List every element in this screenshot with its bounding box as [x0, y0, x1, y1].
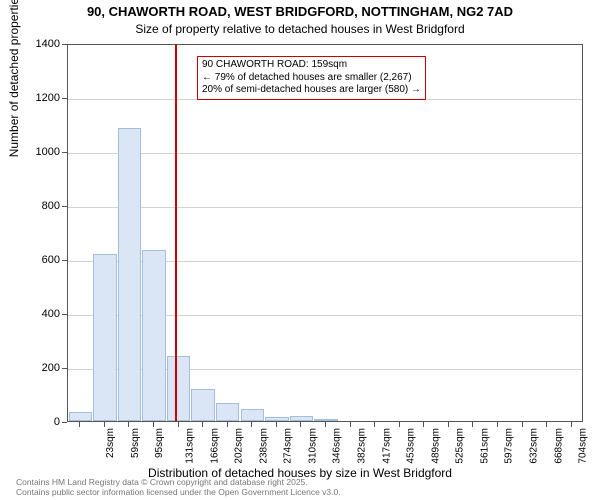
x-tick-mark	[374, 422, 375, 427]
histogram-bar	[142, 250, 165, 421]
x-tick-mark	[325, 422, 326, 427]
chart-subtitle: Size of property relative to detached ho…	[0, 22, 600, 36]
marker-line	[175, 45, 177, 421]
x-tick-label: 310sqm	[307, 428, 318, 464]
histogram-bar	[167, 356, 190, 421]
x-tick-mark	[276, 422, 277, 427]
histogram-bar	[265, 417, 288, 421]
x-tick-mark	[472, 422, 473, 427]
x-tick-mark	[399, 422, 400, 427]
histogram-bar	[191, 389, 214, 421]
x-tick-mark	[227, 422, 228, 427]
x-tick-label: 704sqm	[578, 428, 589, 464]
plot-area: 90 CHAWORTH ROAD: 159sqm ← 79% of detach…	[67, 44, 583, 422]
y-tick-label: 800	[42, 200, 60, 212]
x-tick-label: 561sqm	[479, 428, 490, 464]
histogram-bar	[69, 412, 92, 421]
x-tick-label: 668sqm	[553, 428, 564, 464]
footer-line2: Contains public sector information licen…	[16, 488, 341, 498]
x-tick-label: 597sqm	[504, 428, 515, 464]
x-tick-label: 382sqm	[357, 428, 368, 464]
chart-title: 90, CHAWORTH ROAD, WEST BRIDGFORD, NOTTI…	[0, 4, 600, 19]
x-tick-mark	[251, 422, 252, 427]
annotation-line2: ← 79% of detached houses are smaller (2,…	[202, 72, 421, 85]
footer-attribution: Contains HM Land Registry data © Crown c…	[16, 478, 341, 498]
x-tick-label: 525sqm	[455, 428, 466, 464]
x-tick-mark	[423, 422, 424, 427]
x-tick-mark	[153, 422, 154, 427]
annotation-line3: 20% of semi-detached houses are larger (…	[202, 84, 421, 97]
y-tick-label: 1200	[36, 92, 60, 104]
y-tick-label: 200	[42, 362, 60, 374]
x-tick-label: 453sqm	[406, 428, 417, 464]
histogram-bar	[216, 403, 239, 421]
y-tick-label: 0	[54, 416, 60, 428]
x-tick-label: 23sqm	[105, 428, 116, 458]
x-tick-label: 238sqm	[258, 428, 269, 464]
x-tick-mark	[522, 422, 523, 427]
histogram-bar	[93, 254, 116, 421]
x-tick-label: 59sqm	[130, 428, 141, 458]
histogram-bar	[241, 409, 264, 421]
x-tick-mark	[448, 422, 449, 427]
x-tick-mark	[104, 422, 105, 427]
x-tick-mark	[202, 422, 203, 427]
annotation-box: 90 CHAWORTH ROAD: 159sqm ← 79% of detach…	[197, 56, 426, 100]
x-tick-mark	[497, 422, 498, 427]
y-tick-label: 1400	[36, 38, 60, 50]
x-tick-mark	[178, 422, 179, 427]
x-tick-label: 131sqm	[185, 428, 196, 464]
x-tick-mark	[300, 422, 301, 427]
histogram-bar	[314, 419, 337, 421]
x-tick-label: 166sqm	[209, 428, 220, 464]
y-tick-label: 600	[42, 254, 60, 266]
x-tick-label: 489sqm	[430, 428, 441, 464]
x-tick-mark	[571, 422, 572, 427]
y-tick-label: 400	[42, 308, 60, 320]
x-tick-mark	[79, 422, 80, 427]
y-tick-label: 1000	[36, 146, 60, 158]
x-tick-label: 202sqm	[234, 428, 245, 464]
y-tick-mark	[62, 422, 67, 423]
histogram-bar	[118, 128, 141, 421]
x-tick-mark	[128, 422, 129, 427]
x-tick-label: 274sqm	[283, 428, 294, 464]
x-tick-label: 632sqm	[529, 428, 540, 464]
x-tick-mark	[350, 422, 351, 427]
histogram-bar	[290, 416, 313, 421]
chart-container: 90, CHAWORTH ROAD, WEST BRIDGFORD, NOTTI…	[0, 0, 600, 500]
annotation-line1: 90 CHAWORTH ROAD: 159sqm	[202, 59, 421, 72]
y-axis-label: Number of detached properties	[7, 0, 21, 157]
x-tick-label: 95sqm	[154, 428, 165, 458]
grid-line	[68, 207, 582, 208]
x-tick-mark	[546, 422, 547, 427]
grid-line	[68, 153, 582, 154]
x-tick-label: 417sqm	[381, 428, 392, 464]
x-tick-label: 346sqm	[332, 428, 343, 464]
